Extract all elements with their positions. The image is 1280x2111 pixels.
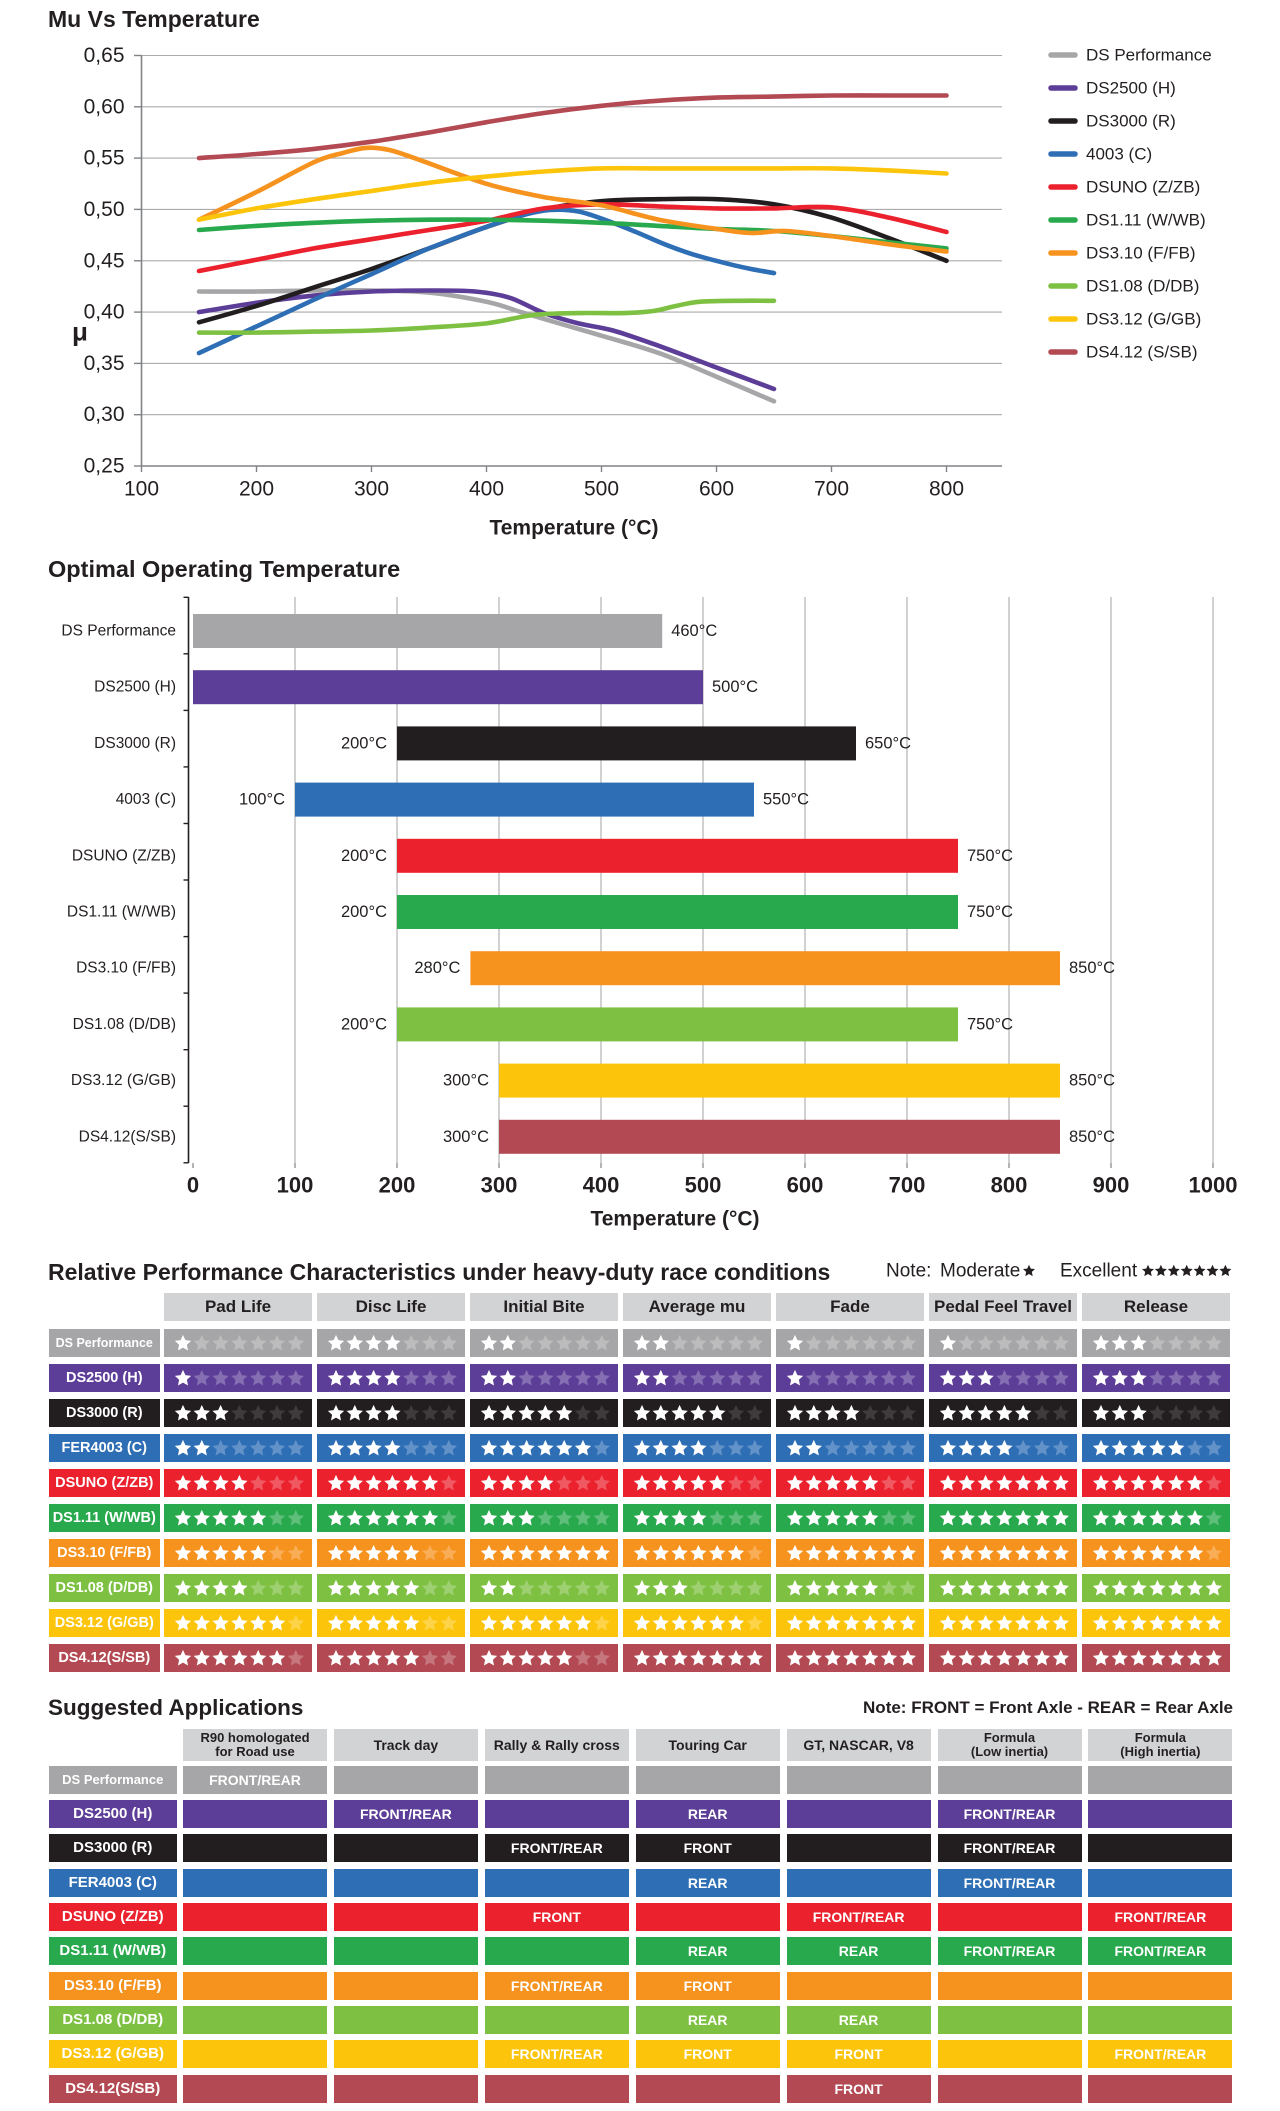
svg-text:750°C: 750°C <box>967 903 1013 921</box>
svg-text:0,65: 0,65 <box>84 44 125 67</box>
svg-text:500°C: 500°C <box>712 678 758 696</box>
svg-text:700: 700 <box>889 1173 926 1198</box>
svg-text:500: 500 <box>685 1173 722 1198</box>
svg-text:DS3.12 (G/GB): DS3.12 (G/GB) <box>71 1072 176 1089</box>
svg-text:Moderate: Moderate <box>940 1261 1020 1282</box>
svg-text:0,55: 0,55 <box>84 147 125 170</box>
svg-text:4003 (C): 4003 (C) <box>116 791 176 808</box>
svg-text:850°C: 850°C <box>1069 1128 1115 1146</box>
svg-text:DS1.08 (D/DB): DS1.08 (D/DB) <box>73 1016 176 1033</box>
svg-text:300°C: 300°C <box>443 1072 489 1090</box>
svg-text:0,40: 0,40 <box>84 301 125 324</box>
svg-text:850°C: 850°C <box>1069 1072 1115 1090</box>
svg-text:750°C: 750°C <box>967 847 1013 865</box>
svg-text:100: 100 <box>124 478 159 501</box>
svg-text:550°C: 550°C <box>763 791 809 809</box>
svg-text:200°C: 200°C <box>341 1015 387 1033</box>
svg-text:Excellent: Excellent <box>1060 1261 1138 1282</box>
svg-text:DS3000 (R): DS3000 (R) <box>1086 112 1176 131</box>
svg-text:750°C: 750°C <box>967 1015 1013 1033</box>
svg-text:DS1.08 (D/DB): DS1.08 (D/DB) <box>1086 277 1199 296</box>
svg-text:300: 300 <box>481 1173 518 1198</box>
svg-text:Temperature (°C): Temperature (°C) <box>590 1208 759 1231</box>
svg-text:4003 (C): 4003 (C) <box>1086 145 1152 164</box>
svg-text:400: 400 <box>583 1173 620 1198</box>
svg-text:200°C: 200°C <box>341 903 387 921</box>
svg-text:100: 100 <box>277 1173 314 1198</box>
svg-text:DSUNO (Z/ZB): DSUNO (Z/ZB) <box>72 847 176 864</box>
svg-text:460°C: 460°C <box>671 622 717 640</box>
svg-text:DS Performance: DS Performance <box>61 623 176 640</box>
svg-text:0,45: 0,45 <box>84 249 125 272</box>
svg-text:300: 300 <box>354 478 389 501</box>
svg-text:0: 0 <box>187 1173 199 1198</box>
svg-text:280°C: 280°C <box>414 959 460 977</box>
svg-text:0,30: 0,30 <box>84 403 125 426</box>
svg-text:200°C: 200°C <box>341 734 387 752</box>
svg-text:μ: μ <box>72 317 88 347</box>
svg-text:700: 700 <box>814 478 849 501</box>
svg-text:DS3.12 (G/GB): DS3.12 (G/GB) <box>1086 310 1201 329</box>
svg-text:Note:: Note: <box>886 1261 931 1282</box>
svg-text:DS4.12 (S/SB): DS4.12 (S/SB) <box>1086 343 1198 362</box>
svg-text:200: 200 <box>379 1173 416 1198</box>
svg-text:Temperature (°C): Temperature (°C) <box>489 517 658 540</box>
svg-text:850°C: 850°C <box>1069 959 1115 977</box>
svg-text:DSUNO (Z/ZB): DSUNO (Z/ZB) <box>1086 178 1200 197</box>
svg-text:0,50: 0,50 <box>84 198 125 221</box>
svg-text:200: 200 <box>239 478 274 501</box>
svg-text:DS3.10 (F/FB): DS3.10 (F/FB) <box>76 960 176 977</box>
svg-text:DS2500 (H): DS2500 (H) <box>94 679 176 696</box>
svg-text:DS Performance: DS Performance <box>1086 46 1212 65</box>
svg-text:0,60: 0,60 <box>84 95 125 118</box>
svg-text:600: 600 <box>699 478 734 501</box>
svg-text:100°C: 100°C <box>239 791 285 809</box>
svg-text:DS1.11 (W/WB): DS1.11 (W/WB) <box>67 904 176 921</box>
svg-text:DS4.12(S/SB): DS4.12(S/SB) <box>79 1128 176 1145</box>
svg-text:1000: 1000 <box>1189 1173 1238 1198</box>
svg-text:DS3.10 (F/FB): DS3.10 (F/FB) <box>1086 244 1196 263</box>
svg-text:200°C: 200°C <box>341 847 387 865</box>
svg-text:DS2500 (H): DS2500 (H) <box>1086 79 1176 98</box>
svg-text:DS1.11 (W/WB): DS1.11 (W/WB) <box>1086 211 1206 230</box>
svg-text:800: 800 <box>929 478 964 501</box>
svg-text:650°C: 650°C <box>865 734 911 752</box>
svg-text:800: 800 <box>991 1173 1028 1198</box>
svg-text:0,35: 0,35 <box>84 352 125 375</box>
svg-text:400: 400 <box>469 478 504 501</box>
svg-text:600: 600 <box>787 1173 824 1198</box>
svg-text:900: 900 <box>1093 1173 1130 1198</box>
svg-text:0,25: 0,25 <box>84 455 125 478</box>
svg-text:DS3000 (R): DS3000 (R) <box>94 735 176 752</box>
svg-text:500: 500 <box>584 478 619 501</box>
svg-text:300°C: 300°C <box>443 1128 489 1146</box>
